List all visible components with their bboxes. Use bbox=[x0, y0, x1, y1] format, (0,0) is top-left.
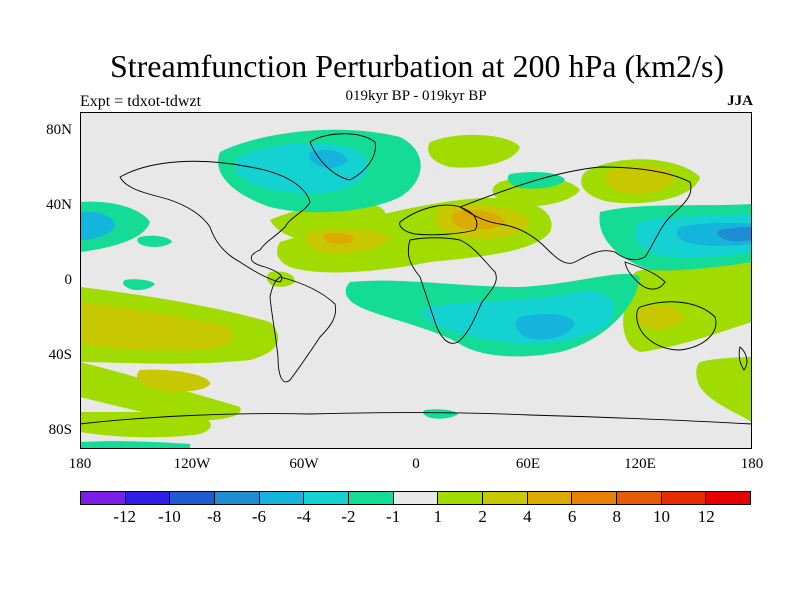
colorbar-swatch bbox=[393, 492, 439, 504]
negative-contours bbox=[80, 129, 752, 449]
colorbar-label: 2 bbox=[478, 507, 487, 526]
colorbar-label: -4 bbox=[296, 507, 311, 526]
colorbar-swatch bbox=[170, 492, 216, 504]
experiment-label: Expt = tdxot-tdwzt bbox=[80, 93, 202, 110]
colorbar-label: -6 bbox=[251, 507, 266, 526]
colorbar-swatch bbox=[125, 492, 171, 504]
colorbar-swatch bbox=[438, 492, 484, 504]
lat-tick-label: 80S bbox=[48, 422, 72, 438]
chart-subtitle: 019kyr BP - 019kyr BP bbox=[345, 88, 487, 104]
streamfunction-map bbox=[80, 112, 752, 449]
season-label: JJA bbox=[727, 93, 753, 109]
lon-tick-label: 180 bbox=[68, 456, 92, 472]
colorbar-swatch bbox=[527, 492, 573, 504]
colorbar-label: 1 bbox=[433, 507, 443, 526]
colorbar-label: 12 bbox=[697, 507, 715, 526]
colorbar-swatch bbox=[706, 492, 751, 504]
lon-tick-label: 180 bbox=[740, 456, 764, 472]
colorbar-swatch bbox=[259, 492, 305, 504]
lat-tick-label: 40N bbox=[46, 197, 72, 213]
colorbar-label: 8 bbox=[612, 507, 622, 526]
colorbar bbox=[80, 491, 751, 505]
colorbar-swatch bbox=[483, 492, 528, 504]
colorbar-swatch bbox=[617, 492, 662, 504]
colorbar-label: 4 bbox=[523, 507, 532, 526]
chart-title: Streamfunction Perturbation at 200 hPa (… bbox=[109, 48, 725, 84]
lon-tick-label: 120W bbox=[173, 456, 211, 472]
lon-tick-label: 60E bbox=[515, 456, 541, 472]
map-plot bbox=[80, 112, 752, 449]
colorbar-label: -1 bbox=[386, 507, 401, 526]
map-border bbox=[80, 112, 752, 449]
colorbar-swatch bbox=[81, 492, 126, 504]
colorbar-label: -2 bbox=[341, 507, 356, 526]
colorbar-label: 6 bbox=[567, 507, 577, 526]
coastlines bbox=[80, 133, 752, 425]
colorbar-swatch bbox=[661, 492, 707, 504]
colorbar-label: -8 bbox=[207, 507, 222, 526]
colorbar-label: -10 bbox=[158, 507, 181, 526]
lon-tick-label: 0 bbox=[412, 456, 420, 472]
colorbar-swatch bbox=[572, 492, 618, 504]
lat-tick-label: 0 bbox=[64, 272, 73, 288]
lon-tick-label: 60W bbox=[289, 456, 319, 472]
colorbar-swatch bbox=[349, 492, 394, 504]
colorbar-swatch bbox=[304, 492, 350, 504]
lon-tick-label: 120E bbox=[624, 456, 656, 472]
colorbar-label: -12 bbox=[113, 507, 137, 526]
lat-tick-label: 80N bbox=[46, 122, 72, 138]
lat-tick-label: 40S bbox=[48, 347, 72, 363]
colorbar-swatch bbox=[215, 492, 260, 504]
colorbar-label: 10 bbox=[653, 507, 671, 526]
